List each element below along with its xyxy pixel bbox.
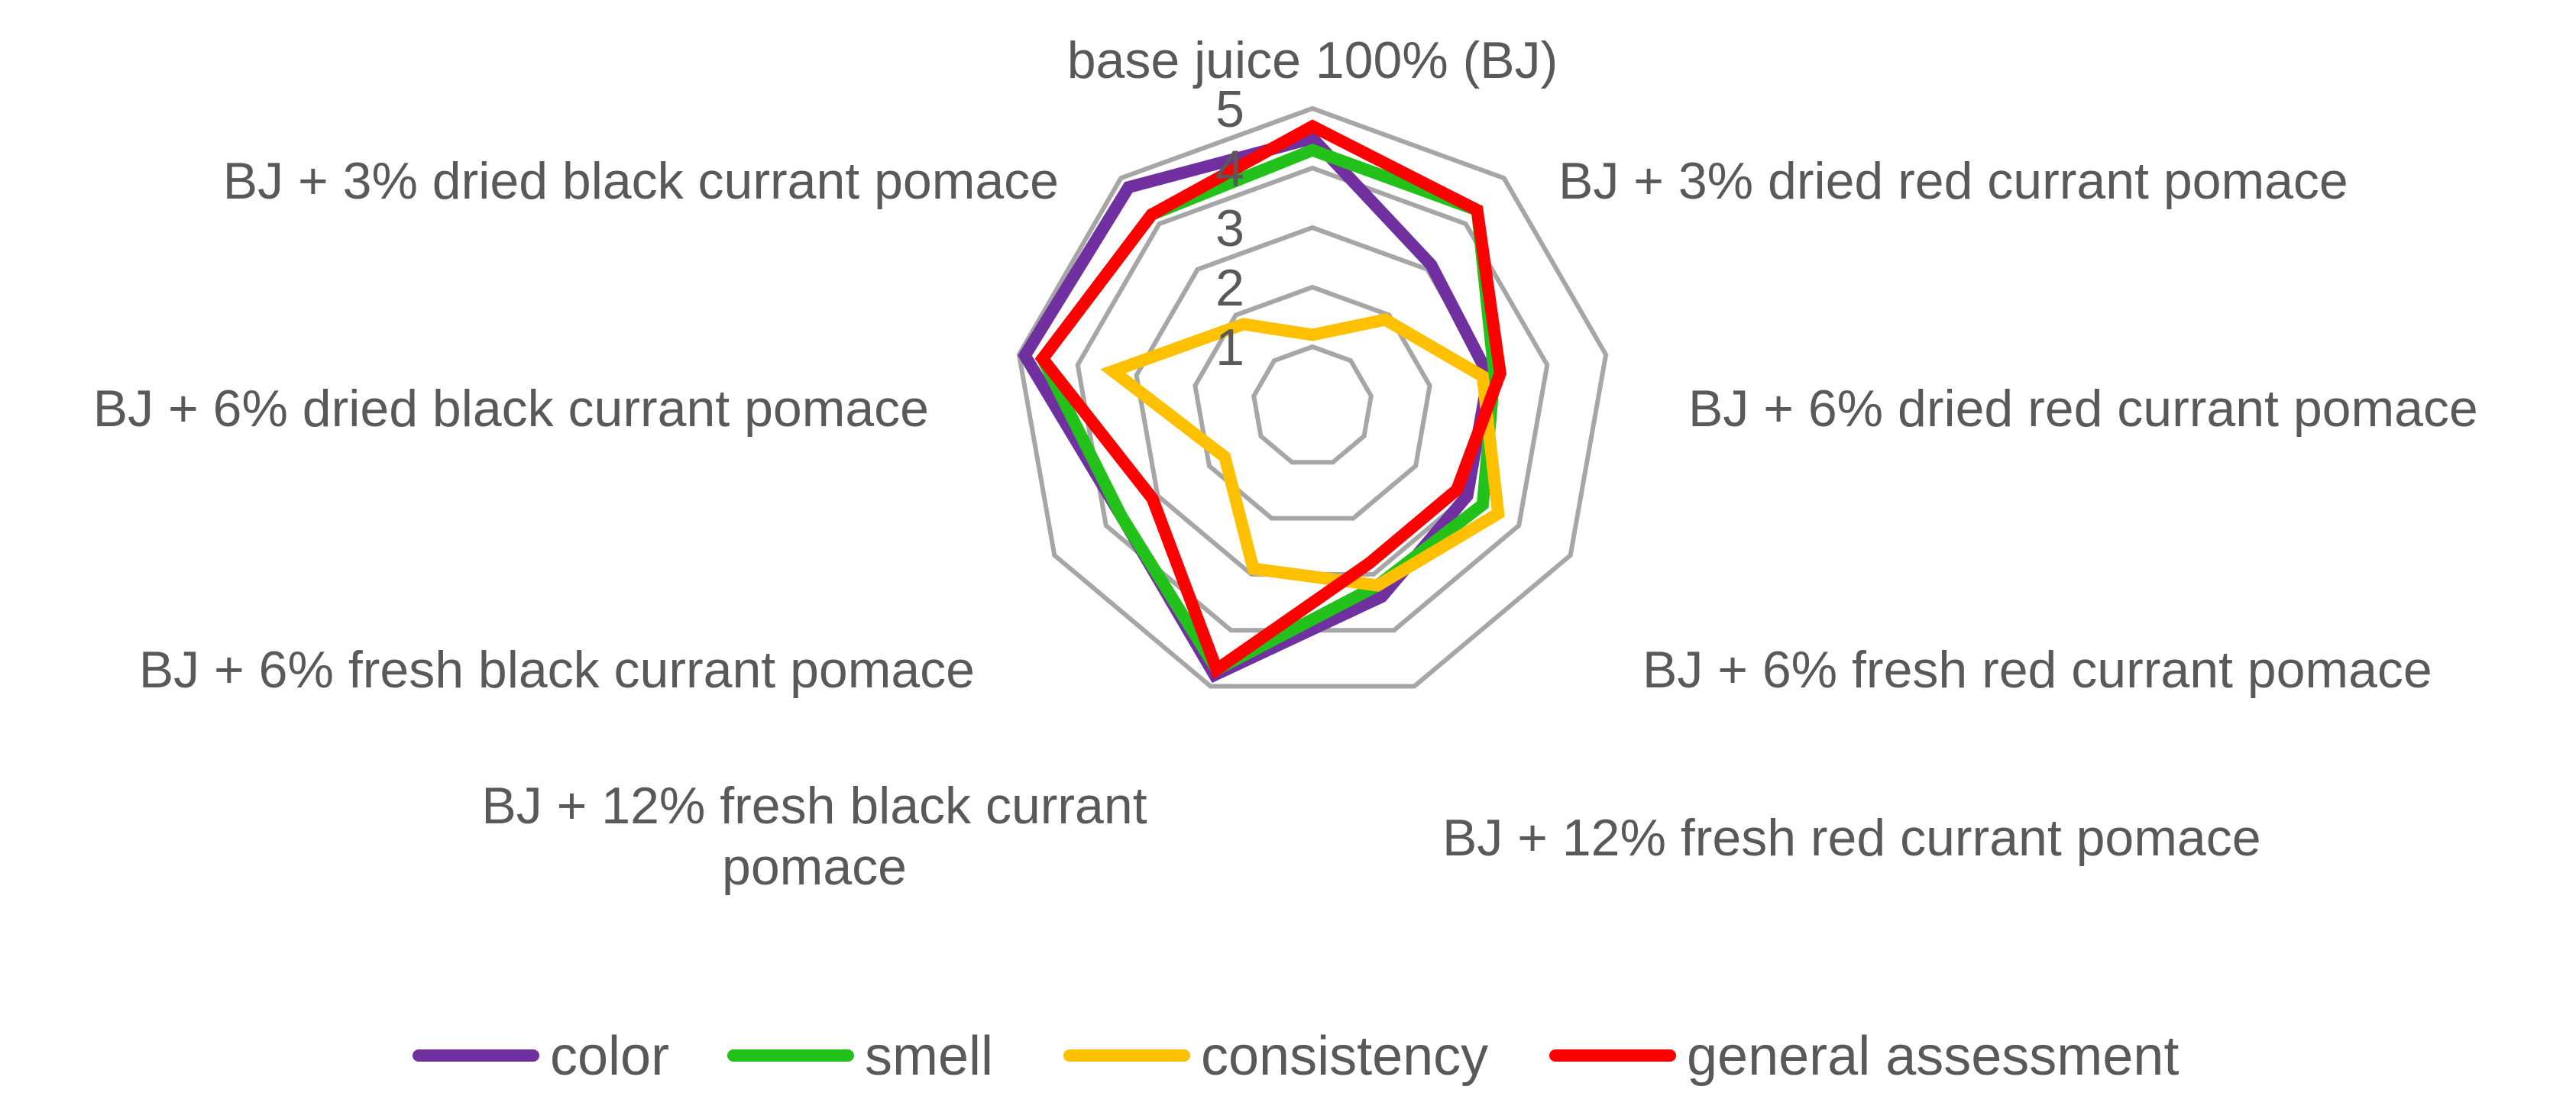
category-label: BJ + 3% dried black currant pomace <box>223 152 1059 210</box>
legend-label: consistency <box>1201 1026 1488 1087</box>
tick-label: 3 <box>1215 199 1244 257</box>
radar-series <box>1018 119 1507 684</box>
category-label: BJ + 6% dried red currant pomace <box>1688 380 2478 438</box>
category-labels: base juice 100% (BJ) BJ + 3% dried red cu… <box>93 31 2478 896</box>
tick-label: 1 <box>1215 318 1244 377</box>
tick-label: 2 <box>1215 259 1244 317</box>
category-label: BJ + 3% dried red currant pomace <box>1558 152 2348 210</box>
legend-label: general assessment <box>1687 1026 2179 1087</box>
category-label: BJ + 12% fresh black currant <box>481 777 1147 835</box>
series-line-color <box>1018 131 1495 684</box>
category-label: BJ + 6% fresh red currant pomace <box>1642 641 2432 699</box>
legend-label: color <box>550 1026 669 1087</box>
legend-label: smell <box>865 1026 993 1087</box>
legend: color smell consistency general assessment <box>413 1026 2179 1087</box>
category-label: BJ + 12% fresh red currant pomace <box>1442 809 2261 867</box>
series-line-general-assessment <box>1034 119 1507 679</box>
tick-label: 4 <box>1215 140 1244 198</box>
grid-ring-1 <box>1251 344 1374 465</box>
category-label: BJ + 6% dried black currant pomace <box>93 380 929 438</box>
grid-ring-5 <box>1016 105 1609 689</box>
category-label: pomace <box>722 838 907 896</box>
series-line-consistency <box>1100 313 1505 592</box>
grid-ring-2 <box>1193 284 1432 521</box>
tick-label: 5 <box>1215 80 1244 138</box>
category-label: base juice 100% (BJ) <box>1067 31 1558 89</box>
category-label: BJ + 6% fresh black currant pomace <box>139 641 975 699</box>
